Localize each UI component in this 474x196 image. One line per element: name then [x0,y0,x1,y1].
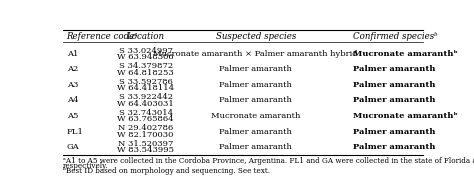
Text: Palmer amaranth: Palmer amaranth [219,96,292,104]
Text: S 32.743014: S 32.743014 [118,109,173,117]
Text: A1: A1 [66,50,78,58]
Text: Palmer amaranth: Palmer amaranth [219,81,292,89]
Text: S 33.922442: S 33.922442 [118,93,173,101]
Text: GA: GA [66,143,79,151]
Text: A5: A5 [66,112,78,120]
Text: Mucronate amaranthᵇ: Mucronate amaranthᵇ [353,50,458,58]
Text: Location: Location [127,32,164,41]
Text: A4: A4 [66,96,78,104]
Text: S 34.379872: S 34.379872 [118,62,173,70]
Text: W 82.170030: W 82.170030 [118,131,174,139]
Text: W 63.765864: W 63.765864 [117,115,174,123]
Text: Suspected species: Suspected species [216,32,296,41]
Text: W 64.418114: W 64.418114 [117,84,174,92]
Text: Palmer amaranth: Palmer amaranth [353,81,436,89]
Text: Mucronate amaranth: Mucronate amaranth [211,112,301,120]
Text: Palmer amaranth: Palmer amaranth [219,128,292,136]
Text: N 31.520397: N 31.520397 [118,140,173,148]
Text: Palmer amaranth: Palmer amaranth [219,143,292,151]
Text: W 63.948306: W 63.948306 [117,53,174,61]
Text: Palmer amaranth: Palmer amaranth [353,143,436,151]
Text: ᵃA1 to A5 were collected in the Cordoba Province, Argentina. FL1 and GA were col: ᵃA1 to A5 were collected in the Cordoba … [63,157,474,165]
Text: A3: A3 [66,81,78,89]
Text: Confirmed speciesᵇ: Confirmed speciesᵇ [353,32,438,41]
Text: FL1: FL1 [66,128,83,136]
Text: Palmer amaranth: Palmer amaranth [353,128,436,136]
Text: W 64.403031: W 64.403031 [117,100,174,108]
Text: S 33.024997: S 33.024997 [118,47,173,55]
Text: N 29.402786: N 29.402786 [118,124,173,132]
Text: W 83.543995: W 83.543995 [117,146,174,154]
Text: W 64.818253: W 64.818253 [117,69,174,77]
Text: Palmer amaranth: Palmer amaranth [353,96,436,104]
Text: Mucronate amaranthᵇ: Mucronate amaranthᵇ [353,112,458,120]
Text: Mucronate amaranth × Palmer amaranth hybrid: Mucronate amaranth × Palmer amaranth hyb… [154,50,358,58]
Text: respectively.: respectively. [63,162,109,170]
Text: Palmer amaranth: Palmer amaranth [219,65,292,74]
Text: ᵇBest ID based on morphology and sequencing. See text.: ᵇBest ID based on morphology and sequenc… [63,167,270,175]
Text: Palmer amaranth: Palmer amaranth [353,65,436,74]
Text: A2: A2 [66,65,78,74]
Text: S 33.592786: S 33.592786 [118,78,173,86]
Text: Reference codeᵃ: Reference codeᵃ [66,32,138,41]
